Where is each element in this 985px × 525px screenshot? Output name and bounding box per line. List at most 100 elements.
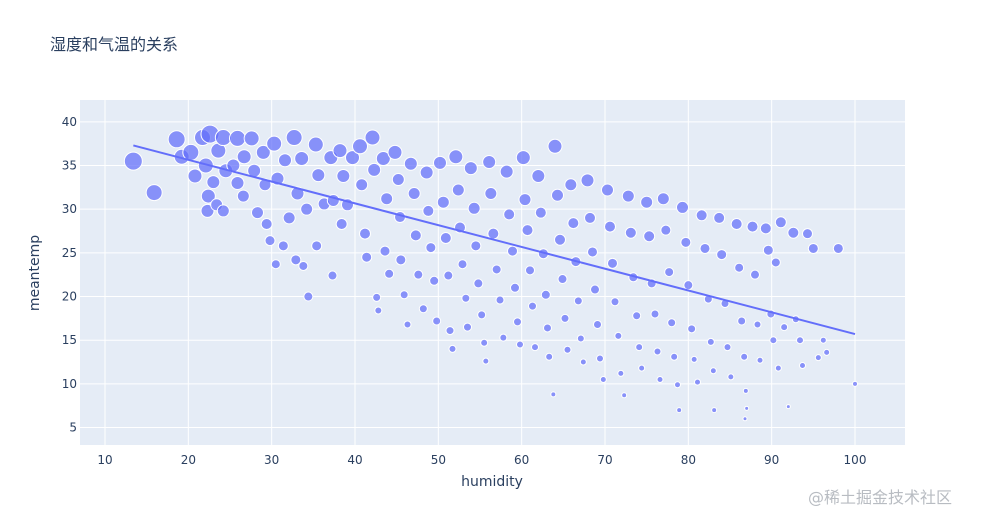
data-point	[307, 136, 324, 153]
data-point	[484, 186, 498, 200]
data-point	[467, 201, 481, 215]
data-point	[676, 407, 683, 414]
data-point	[300, 202, 314, 216]
data-point	[683, 280, 694, 291]
data-point	[294, 151, 310, 167]
plot-area	[80, 100, 905, 445]
data-point	[762, 244, 774, 256]
x-tick-label: 50	[431, 453, 446, 467]
data-point	[621, 392, 628, 399]
data-point	[243, 130, 260, 147]
data-point	[711, 407, 718, 414]
data-point	[573, 296, 583, 306]
data-point	[823, 348, 831, 356]
data-point	[564, 178, 578, 192]
data-point	[399, 290, 409, 300]
x-tick-label: 90	[764, 453, 779, 467]
data-point	[123, 151, 143, 171]
data-point	[439, 232, 452, 244]
data-point	[601, 183, 614, 197]
y-tick-label: 5	[69, 421, 77, 435]
data-point	[270, 259, 281, 270]
watermark: @稀土掘金技术社区	[808, 488, 952, 507]
data-point	[311, 240, 323, 252]
data-point	[593, 319, 602, 329]
x-tick-label: 40	[347, 453, 362, 467]
data-point	[206, 175, 221, 190]
data-point	[384, 268, 395, 279]
y-tick-label: 30	[62, 202, 77, 216]
data-point	[713, 211, 726, 224]
data-point	[258, 178, 272, 192]
data-point	[528, 301, 537, 311]
data-point	[740, 352, 749, 361]
data-point	[499, 164, 514, 179]
data-point	[167, 130, 186, 149]
data-point	[395, 254, 407, 266]
data-point	[375, 151, 391, 167]
data-point	[534, 206, 547, 219]
data-point	[742, 387, 749, 394]
data-point	[687, 324, 697, 334]
data-point	[277, 240, 289, 252]
data-point	[576, 334, 585, 343]
data-point	[567, 217, 580, 230]
data-point	[345, 150, 360, 166]
data-point	[676, 200, 689, 214]
data-point	[531, 168, 546, 183]
data-point	[734, 262, 745, 273]
data-point	[545, 352, 554, 361]
data-point	[311, 168, 326, 183]
data-point	[482, 155, 497, 170]
data-point	[359, 227, 371, 240]
data-point	[457, 259, 468, 270]
data-point	[785, 404, 791, 410]
data-point	[491, 264, 502, 275]
data-point	[482, 357, 490, 365]
data-point	[448, 149, 464, 165]
data-point	[332, 143, 348, 159]
data-point	[418, 304, 428, 314]
data-point	[780, 323, 789, 332]
data-point	[214, 129, 232, 147]
data-point	[563, 345, 572, 354]
data-point	[443, 270, 454, 281]
data-point	[660, 224, 672, 236]
data-point	[737, 316, 747, 326]
data-point	[540, 289, 551, 300]
data-point	[674, 381, 681, 389]
data-point	[251, 206, 264, 220]
trendline	[133, 144, 856, 336]
data-point	[557, 274, 568, 285]
data-point	[653, 347, 662, 356]
data-point	[680, 236, 692, 248]
data-point	[599, 375, 607, 383]
data-point	[516, 340, 524, 349]
data-point	[282, 211, 296, 225]
data-point	[551, 188, 564, 202]
data-point	[477, 310, 487, 320]
axis-ticks: 10 20 30 40 50 60 70 80 90 100 5 10 15 20 25 30 35 40	[62, 115, 867, 467]
chart-title: 湿度和气温的关系	[50, 35, 178, 54]
x-tick-label: 100	[844, 453, 867, 467]
data-point	[380, 192, 394, 206]
data-point	[303, 291, 314, 302]
data-point	[335, 218, 348, 231]
data-point	[285, 129, 303, 147]
data-point	[327, 270, 338, 281]
data-point	[391, 172, 405, 186]
x-tick-label: 60	[514, 453, 529, 467]
data-point	[744, 405, 750, 411]
data-point	[407, 186, 421, 200]
data-point	[236, 149, 252, 165]
data-point	[216, 204, 230, 218]
data-point	[635, 343, 644, 352]
data-point	[807, 242, 819, 254]
data-point	[656, 375, 664, 383]
data-point	[463, 161, 478, 176]
data-point	[266, 135, 283, 152]
data-point	[774, 364, 782, 372]
data-point	[230, 175, 245, 190]
data-point	[409, 229, 422, 242]
